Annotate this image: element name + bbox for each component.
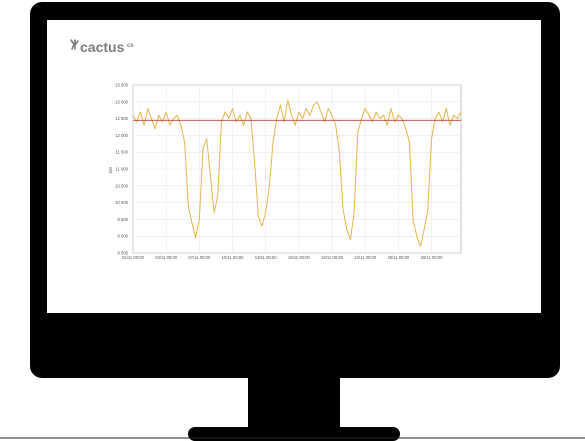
y-tick-label: 9 000 <box>118 234 129 239</box>
y-tick-label: 12 500 <box>115 116 128 121</box>
x-tick-label: 04/11 00:00 <box>155 255 177 260</box>
x-tick-label: 25/11 00:00 <box>387 255 409 260</box>
x-tick-label: 07/11 00:00 <box>188 255 210 260</box>
logo-icon <box>70 39 79 50</box>
logo-name: cactus <box>80 39 125 55</box>
x-tick-label: 13/11 00:00 <box>255 255 277 260</box>
y-tick-label: 11 000 <box>116 167 129 172</box>
series-line <box>132 99 462 247</box>
y-tick-label: 9 500 <box>118 217 129 222</box>
x-tick-label: 16/11 00:00 <box>288 255 310 260</box>
y-tick-label: 8 500 <box>118 251 129 256</box>
y-tick-label: 13 500 <box>115 83 128 88</box>
y-tick-label: 10 500 <box>115 183 128 188</box>
x-tick-label: 22/11 00:00 <box>354 255 376 260</box>
x-tick-label: 01/11 00:00 <box>122 255 144 260</box>
x-tick-label: 19/11 00:00 <box>321 255 343 260</box>
y-tick-label: 10 000 <box>115 200 128 205</box>
logo-suffix: cs <box>127 43 134 49</box>
y-tick-label: 12 000 <box>115 133 128 138</box>
x-tick-label: 28/11 00:00 <box>421 255 443 260</box>
screen <box>47 20 541 313</box>
logo: cactus cs <box>70 39 134 55</box>
monitor-neck <box>248 376 340 430</box>
x-tick-label: 10/11 00:00 <box>222 255 244 260</box>
y-tick-label: 11 500 <box>116 150 129 155</box>
y-axis-label: kW <box>108 167 113 173</box>
monitor-base <box>188 427 400 441</box>
y-tick-label: 13 000 <box>115 99 128 104</box>
